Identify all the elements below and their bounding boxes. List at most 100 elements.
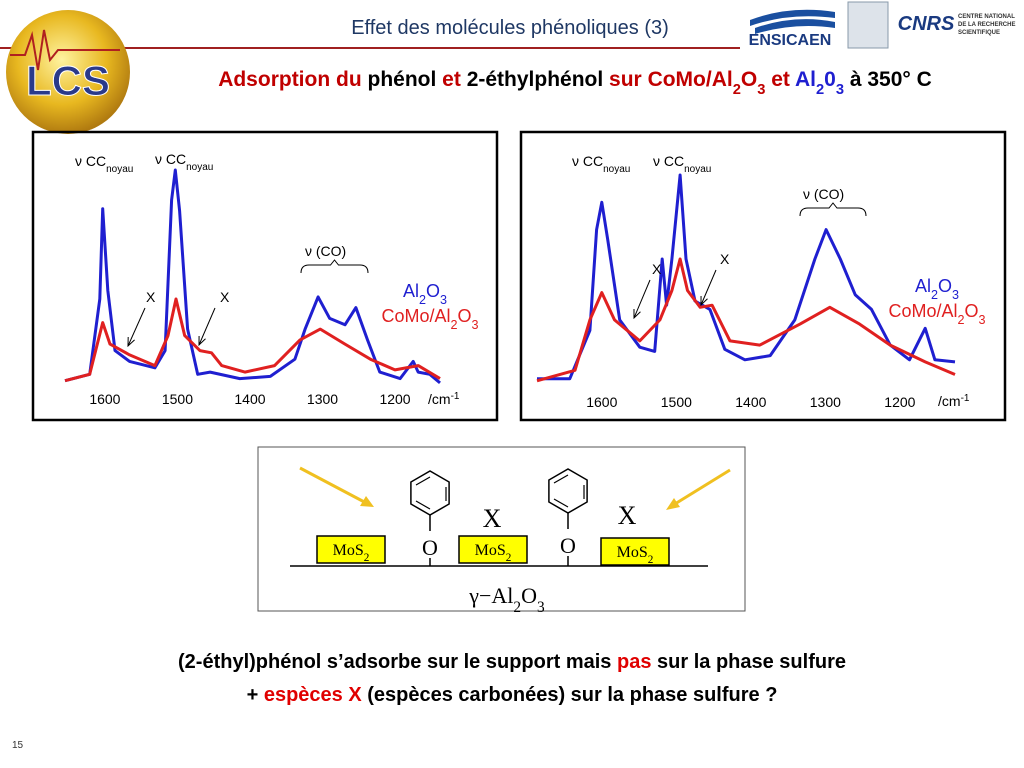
annotation: X — [720, 251, 730, 267]
text-segment: 2 — [733, 82, 741, 98]
arrow — [700, 269, 717, 306]
text-segment: phénol — [368, 68, 443, 91]
site-label: MoS2 — [333, 542, 370, 564]
annotation-subscript: noyau — [603, 164, 630, 175]
diagram-frame — [257, 446, 746, 612]
bracket — [799, 202, 867, 217]
text-segment: (2-éthyl)phénol s’adsorbe sur le support… — [178, 651, 617, 673]
cnrs-logo: CNRS — [898, 13, 955, 35]
oxygen-label: O — [560, 533, 576, 558]
lcs-logo-wave — [10, 29, 120, 71]
text-segment: 2-éthylphénol — [467, 68, 609, 91]
species-label: X — [618, 501, 637, 530]
page-number: 15 — [12, 740, 24, 751]
arrow-head — [633, 308, 641, 320]
x-axis-unit-exponent: -1 — [961, 393, 970, 404]
spectrum-line — [64, 168, 441, 385]
spectrum-line — [536, 257, 956, 383]
ensicaen-logo: ENSICAEN — [749, 9, 835, 49]
arrow — [127, 307, 146, 347]
mos2-site — [316, 535, 386, 564]
arrow-head — [360, 496, 374, 507]
annotation: X — [652, 261, 662, 277]
annotation: ν CCnoyau — [155, 151, 213, 173]
lcs-logo — [6, 10, 130, 134]
arrow — [633, 279, 651, 319]
annotation: X — [220, 289, 230, 305]
university-logo — [847, 1, 889, 49]
annotation-subscript: noyau — [106, 164, 133, 175]
x-tick-label: 1500 — [661, 394, 692, 410]
annotation: ν CCnoyau — [572, 153, 630, 175]
mos2-site — [458, 535, 528, 564]
text-segment: 3 — [757, 82, 765, 98]
text-segment: 0 — [824, 68, 836, 91]
text-segment: (espèces carbonées) sur la phase sulfure… — [362, 684, 778, 706]
cnrs-caption: SCIENTIFIQUE — [958, 30, 1000, 36]
text-segment: 3 — [836, 82, 844, 98]
subtitle: Adsorption du phénol et 2-éthylphénol su… — [218, 68, 932, 98]
conclusion-line: (2-éthyl)phénol s’adsorbe sur le support… — [178, 651, 846, 673]
phenyl-ring — [548, 468, 588, 514]
legend-label: Al2O3 — [915, 276, 959, 302]
text-segment: et — [765, 68, 795, 91]
text-segment: O — [741, 68, 757, 91]
annotation-text: ν CC — [572, 153, 603, 169]
lcs-logo-text: LCS — [26, 57, 110, 104]
ensicaen-text: ENSICAEN — [749, 32, 832, 49]
text-segment: 2 — [816, 82, 824, 98]
x-axis-label: /cm-1 — [428, 391, 460, 408]
text-segment: espèces X — [264, 684, 363, 706]
oxygen-label: O — [422, 535, 438, 560]
cnrs-caption: CENTRE NATIONAL — [958, 14, 1015, 20]
chart-frame — [519, 130, 1007, 422]
mos2-site — [600, 537, 670, 566]
arrow-head — [666, 498, 680, 510]
arrow-head — [127, 336, 135, 348]
annotation-text: X — [146, 289, 156, 305]
annotation-text: X — [720, 251, 730, 267]
text-segment: pas — [617, 651, 651, 673]
x-tick-label: 1300 — [307, 391, 338, 407]
ring-double-bonds — [415, 476, 447, 510]
site-label: MoS2 — [617, 544, 654, 566]
legend-label: Al2O3 — [403, 281, 447, 307]
species-label: X — [483, 504, 502, 533]
spectrum-line — [537, 173, 956, 381]
text-segment: CoMo/Al — [648, 68, 733, 91]
annotation: X — [146, 289, 156, 305]
arrow — [669, 468, 731, 509]
site-label: MoS2 — [475, 542, 512, 564]
arrow-head — [700, 295, 708, 307]
annotation-text: X — [652, 261, 662, 277]
annotation-text: ν CC — [653, 153, 684, 169]
annotation-text: ν CC — [75, 153, 106, 169]
annotation: ν CCnoyau — [75, 153, 133, 175]
bracket — [300, 259, 369, 274]
text-segment: Al — [795, 68, 816, 91]
cnrs-caption: DE LA RECHERCHE — [958, 22, 1015, 28]
spectrum-line — [64, 297, 441, 383]
x-tick-label: 1200 — [884, 394, 915, 410]
slide-title: Effet des molécules phénoliques (3) — [351, 17, 669, 39]
text-segment: et — [442, 68, 467, 91]
annotation-subscript: noyau — [684, 164, 711, 175]
annotation-subscript: noyau — [186, 162, 213, 173]
x-tick-label: 1300 — [810, 394, 841, 410]
conclusion-line: + espèces X (espèces carbonées) sur la p… — [247, 684, 778, 706]
x-axis-unit-exponent: -1 — [451, 391, 460, 402]
phenyl-ring — [410, 470, 450, 516]
text-segment: sur la phase sulfure — [651, 651, 846, 673]
annotation-text: ν (CO) — [803, 186, 844, 202]
annotation: ν (CO) — [305, 243, 346, 259]
x-axis-unit: /cm — [428, 391, 451, 407]
x-tick-label: 1500 — [162, 391, 193, 407]
x-tick-label: 1600 — [89, 391, 120, 407]
x-axis-unit: /cm — [938, 393, 961, 409]
text-segment: + — [247, 684, 264, 706]
x-tick-label: 1400 — [735, 394, 766, 410]
annotation-text: ν (CO) — [305, 243, 346, 259]
arrow-head — [198, 335, 206, 347]
chart-frame — [31, 130, 499, 422]
annotation: ν CCnoyau — [653, 153, 711, 175]
